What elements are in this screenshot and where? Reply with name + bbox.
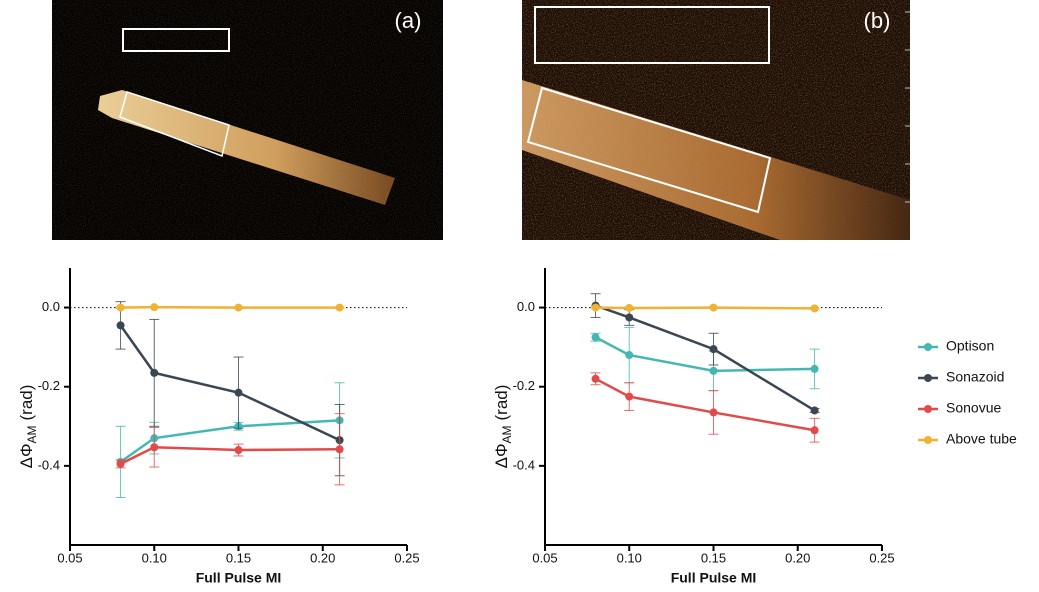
point [811, 426, 819, 434]
series [591, 327, 820, 390]
x-tick-label: 0.05 [57, 550, 82, 565]
point [235, 389, 243, 397]
x-tick-label: 0.25 [869, 550, 894, 565]
point [592, 375, 600, 383]
y-tick-label: -0.2 [38, 378, 60, 393]
point [811, 406, 819, 414]
x-tick-label: 0.15 [701, 550, 726, 565]
point [811, 365, 819, 373]
point [117, 460, 125, 468]
series [116, 414, 345, 485]
y-axis-label: ΔΦAM (rad) [492, 385, 514, 469]
x-tick-label: 0.05 [532, 550, 557, 565]
panel-label: (b) [864, 8, 891, 33]
x-tick-label: 0.10 [617, 550, 642, 565]
point [592, 333, 600, 341]
y-label-subscript: AM [25, 425, 39, 443]
x-tick-label: 0.20 [785, 550, 810, 565]
x-axis-label: Full Pulse MI [196, 570, 282, 586]
series [116, 303, 345, 311]
y-axis-label: ΔΦAM (rad) [17, 385, 39, 469]
y-label-symbol: ΔΦ [492, 443, 511, 468]
x-tick-label: 0.15 [226, 550, 251, 565]
point [625, 313, 633, 321]
point [625, 351, 633, 359]
y-label-unit: (rad) [492, 385, 511, 421]
legend-text: Sonazoid [946, 369, 1004, 385]
point [710, 304, 718, 312]
legend-text: Optison [946, 338, 994, 354]
point [710, 367, 718, 375]
series [591, 304, 820, 313]
point [235, 304, 243, 312]
panel-label: (a) [395, 8, 422, 33]
legend-marker [924, 405, 932, 413]
x-tick-label: 0.10 [142, 550, 167, 565]
point [150, 303, 158, 311]
series-line [596, 379, 815, 430]
point [117, 304, 125, 312]
y-tick-label: -0.4 [513, 457, 535, 472]
legend-marker [924, 374, 932, 382]
legend-text: Sonovue [946, 400, 1001, 416]
legend-text: Above tube [946, 431, 1017, 447]
point [150, 443, 158, 451]
point [625, 304, 633, 312]
y-tick-label: 0.0 [42, 299, 60, 314]
point [235, 446, 243, 454]
x-tick-label: 0.25 [394, 550, 419, 565]
legend-marker [924, 436, 932, 444]
point [811, 304, 819, 312]
y-tick-label: 0.0 [517, 299, 535, 314]
point [592, 304, 600, 312]
y-label-symbol: ΔΦ [17, 443, 36, 468]
y-tick-label: -0.2 [513, 378, 535, 393]
image-a: (a) [52, 0, 443, 240]
y-tick-label: -0.4 [38, 457, 60, 472]
point [336, 445, 344, 453]
x-axis-label: Full Pulse MI [671, 570, 757, 586]
y-label-unit: (rad) [17, 385, 36, 421]
point [336, 304, 344, 312]
x-tick-label: 0.20 [310, 550, 335, 565]
legend-marker [924, 343, 932, 351]
point [710, 345, 718, 353]
series [116, 383, 345, 498]
series [591, 373, 820, 442]
image-b: (b) [522, 0, 910, 240]
figure: (a) (b) -0.4 -0.2 0.0 0.05 0.10 0.15 0.20 0.25 F… [0, 0, 1039, 592]
y-label-subscript: AM [500, 425, 514, 443]
point [710, 408, 718, 416]
point [117, 321, 125, 329]
point [150, 369, 158, 377]
point [625, 393, 633, 401]
